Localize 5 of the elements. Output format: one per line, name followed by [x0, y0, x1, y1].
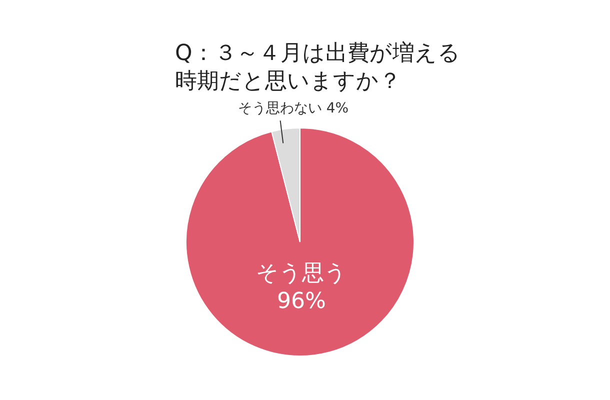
data-label: 96% [276, 288, 326, 314]
pie-slice [186, 128, 414, 356]
slice-label: そう思わない 4% [238, 100, 349, 117]
slice-label: そう思う [256, 260, 347, 286]
chart-title: Q：３～４月は出費が増える時期だと思いますか？ [175, 40, 462, 96]
